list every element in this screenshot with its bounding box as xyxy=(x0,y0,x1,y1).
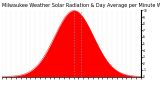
Text: Milwaukee Weather Solar Radiation & Day Average per Minute W/m² (Today): Milwaukee Weather Solar Radiation & Day … xyxy=(2,3,160,8)
